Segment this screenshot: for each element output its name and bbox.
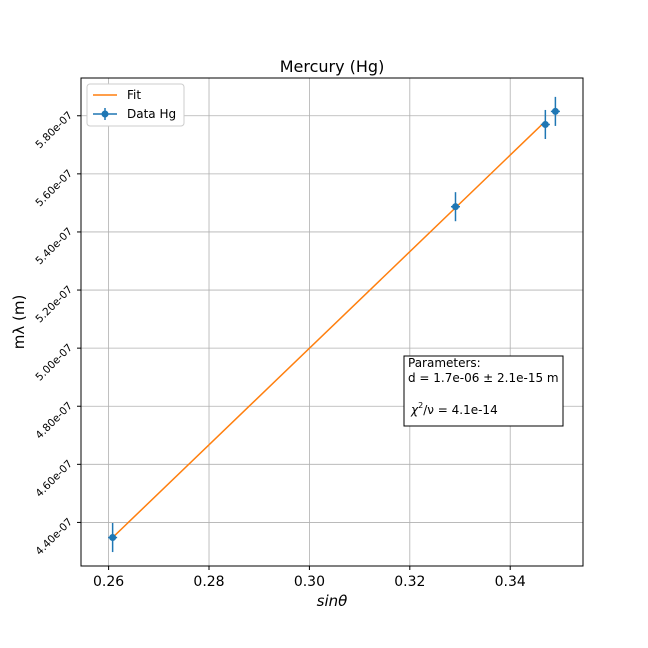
x-tick-label: 0.28 xyxy=(193,574,224,590)
legend: Fit Data Hg xyxy=(86,83,185,127)
annotation-line-2: d = 1.7e-06 ± 2.1e-15 m xyxy=(408,371,559,385)
fit-line xyxy=(112,120,546,539)
data-layer xyxy=(108,96,560,553)
fit-layer xyxy=(112,120,546,539)
x-tick-label: 0.32 xyxy=(394,574,425,590)
legend-data-label: Data Hg xyxy=(127,107,176,121)
x-axis-label: sinθ xyxy=(317,592,348,610)
grid xyxy=(81,78,583,566)
chart-title: Mercury (Hg) xyxy=(280,57,385,76)
annotation-chi-exponent: 2 xyxy=(418,401,423,410)
annotation-box xyxy=(403,355,564,427)
legend-fit-label: Fit xyxy=(127,88,141,102)
x-tick-label: 0.26 xyxy=(93,574,124,590)
data-point-marker xyxy=(551,107,559,115)
annotation-chi-rest: /ν = 4.1e-14 xyxy=(423,403,498,417)
plot-frame xyxy=(80,77,584,567)
annotation-line-3: χ2/ν = 4.1e-14 xyxy=(410,401,498,417)
data-point-marker xyxy=(541,120,549,128)
data-point xyxy=(550,96,560,126)
data-point xyxy=(450,192,461,222)
data-point xyxy=(108,523,118,553)
x-tick-label: 0.30 xyxy=(294,574,325,590)
legend-data-marker xyxy=(101,110,109,118)
parameters-annotation: Parameters: d = 1.7e-06 ± 2.1e-15 m χ2/ν… xyxy=(403,355,564,427)
data-point xyxy=(540,109,550,139)
data-point-marker xyxy=(451,203,459,211)
annotation-line-1: Parameters: xyxy=(408,356,481,370)
y-axis-label: mλ (m) xyxy=(10,295,28,350)
data-point-marker xyxy=(109,534,117,542)
x-ticks: 0.26 0.28 0.30 0.32 0.34 xyxy=(93,566,526,590)
annotation-chi-symbol: χ xyxy=(410,403,419,417)
x-tick-label: 0.34 xyxy=(495,574,526,590)
